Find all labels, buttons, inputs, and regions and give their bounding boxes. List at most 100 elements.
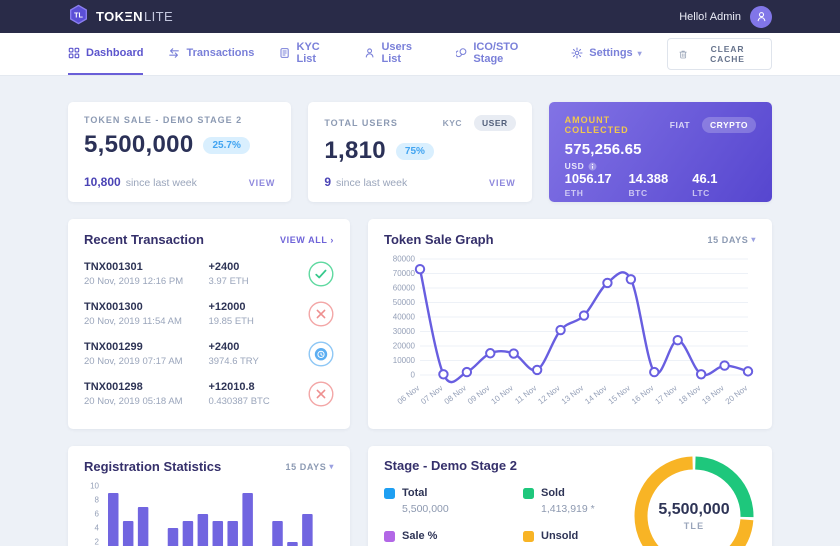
crypto-toggle[interactable]: CRYPTO	[702, 117, 756, 133]
transactions-title: Recent Transaction	[84, 232, 204, 247]
svg-text:17 Nov: 17 Nov	[653, 383, 679, 406]
transaction-amount: +12000	[208, 301, 246, 313]
svg-text:10: 10	[90, 482, 99, 491]
sold-swatch	[523, 487, 534, 499]
svg-text:8: 8	[95, 496, 100, 505]
donut-chart-svg	[634, 456, 754, 546]
success-icon	[308, 261, 334, 287]
token-sale-graph-card: Token Sale Graph 15 DAYS ▾ 0 10000 20000 30…	[368, 219, 772, 429]
transaction-date: 20 Nov, 2019 05:18 AM	[84, 396, 183, 407]
transactions-list: TNX001301 20 Nov, 2019 12:16 PM +2400 3.97 …	[84, 261, 334, 407]
token-sale-value: 5,500,000	[84, 131, 194, 158]
svg-text:12 Nov: 12 Nov	[536, 383, 562, 406]
transaction-id: TNX001299	[84, 341, 143, 353]
user-toggle[interactable]: USER	[474, 115, 516, 131]
pending-icon	[308, 341, 334, 367]
tab-label: ICO/STO Stage	[473, 41, 519, 65]
svg-text:15 Nov: 15 Nov	[607, 383, 633, 406]
svg-text:06 Nov: 06 Nov	[396, 383, 422, 406]
tab-kyc-list[interactable]: KYC List	[279, 33, 339, 75]
amount-collected-value: 575,256.65	[564, 141, 642, 158]
tab-settings[interactable]: Settings ▾	[571, 33, 642, 75]
transaction-amount: +12010.8	[208, 381, 255, 393]
svg-text:6: 6	[95, 510, 100, 519]
tab-transactions[interactable]: Transactions	[168, 33, 254, 75]
kyc-list-icon	[280, 48, 290, 58]
transaction-id: TNX001300	[84, 301, 143, 313]
clear-cache-button[interactable]: CLEAR CACHE	[666, 38, 773, 70]
svg-text:20 Nov: 20 Nov	[724, 383, 750, 406]
transaction-row[interactable]: TNX001299 20 Nov, 2019 07:17 AM +2400 3974.…	[84, 341, 334, 367]
token-sale-line-chart: 0 10000 20000 30000 40000 50000 60000 70000 8000…	[384, 253, 756, 424]
transaction-id: TNX001301	[84, 261, 143, 273]
svg-text:40000: 40000	[393, 313, 416, 322]
token-sale-delta: 10,800	[84, 175, 121, 189]
tokenlite-logo-icon: TL	[68, 4, 89, 30]
svg-text:70000: 70000	[393, 269, 416, 278]
legend-label: Total	[402, 487, 428, 499]
brand-name-light: LITE	[143, 9, 174, 24]
range-label: 15 DAYS	[707, 234, 749, 245]
eth-label: ETH	[564, 188, 584, 198]
transaction-date: 20 Nov, 2019 07:17 AM	[84, 356, 183, 367]
ltc-value: 46.1	[692, 171, 718, 186]
total-users-delta: 9	[324, 175, 332, 189]
stage-donut-chart: 5,500,000 TLE	[630, 452, 758, 546]
amount-collected-card: AMOUNT COLLECTED FIAT CRYPTO 575,256.65 …	[548, 102, 772, 202]
avatar[interactable]	[750, 5, 772, 28]
chevron-down-icon: ▾	[751, 235, 756, 244]
transaction-row[interactable]: TNX001300 20 Nov, 2019 11:54 AM +12000 19.8…	[84, 301, 334, 327]
total-users-view-link[interactable]: VIEW	[489, 178, 516, 188]
token-sale-badge: 25.7%	[203, 136, 250, 154]
tab-ico-sto-stage[interactable]: ICO/STO Stage	[456, 33, 546, 75]
graph-range-dropdown[interactable]: 15 DAYS ▾	[707, 235, 756, 245]
line-chart-svg: 0 10000 20000 30000 40000 50000 60000 70000 8000…	[393, 255, 754, 406]
legend-label: Sale %	[402, 530, 438, 542]
info-icon[interactable]	[588, 162, 597, 171]
transaction-status-failed	[308, 301, 334, 327]
fiat-toggle[interactable]: FIAT	[669, 120, 691, 130]
legend-item-sale-pct: Sale % 25.7% Sold	[384, 530, 497, 546]
graph-title: Token Sale Graph	[384, 232, 494, 247]
transaction-row[interactable]: TNX001298 20 Nov, 2019 05:18 AM +12010.8 0.…	[84, 381, 334, 407]
greeting-text: Hello! Admin	[679, 10, 741, 23]
tab-dashboard[interactable]: Dashboard	[68, 33, 144, 75]
eth-value: 1056.17	[564, 171, 612, 186]
svg-text:08 Nov: 08 Nov	[443, 383, 469, 406]
view-all-link[interactable]: VIEW ALL ›	[280, 234, 334, 245]
transaction-status-success	[308, 261, 334, 287]
transactions-icon	[169, 48, 180, 58]
svg-text:13 Nov: 13 Nov	[560, 383, 586, 406]
legend-label: Sold	[541, 487, 565, 499]
registration-range-dropdown[interactable]: 15 DAYS ▾	[285, 462, 334, 472]
tab-label: Users List	[381, 41, 413, 65]
btc-value: 14.388	[628, 171, 669, 186]
svg-text:16 Nov: 16 Nov	[630, 383, 656, 406]
brand-logo[interactable]: TL TOKΞN LITE	[68, 4, 173, 30]
svg-text:07 Nov: 07 Nov	[419, 383, 445, 406]
failed-icon	[308, 381, 334, 407]
total-users-card: TOTAL USERS KYC USER 1,810 75% 9 since l…	[308, 102, 532, 202]
transaction-date: 20 Nov, 2019 12:16 PM	[84, 276, 184, 287]
transaction-equivalent: 3974.6 TRY	[208, 356, 259, 367]
brand-name-bold: TOKΞN	[96, 9, 143, 24]
transaction-row[interactable]: TNX001301 20 Nov, 2019 12:16 PM +2400 3.97 …	[84, 261, 334, 287]
recent-transactions-card: Recent Transaction VIEW ALL › TNX001301 2…	[68, 219, 350, 429]
tab-label: Transactions	[186, 47, 255, 59]
ico-sto-icon	[456, 48, 467, 58]
svg-text:50000: 50000	[393, 298, 416, 307]
svg-text:20000: 20000	[393, 342, 416, 351]
svg-text:0: 0	[411, 371, 416, 380]
tab-users-list[interactable]: Users List	[364, 33, 431, 75]
kyc-toggle[interactable]: KYC	[442, 118, 463, 128]
stats-row: TOKEN SALE - DEMO STAGE 2 5,500,000 25.7…	[68, 102, 772, 202]
legend-label: Unsold	[541, 530, 579, 542]
svg-text:2: 2	[95, 538, 100, 546]
token-sale-card: TOKEN SALE - DEMO STAGE 2 5,500,000 25.7…	[68, 102, 292, 202]
svg-text:10 Nov: 10 Nov	[489, 383, 515, 406]
legend-item-total: Total 5,500,000	[384, 487, 497, 515]
dashboard-icon	[68, 47, 80, 59]
range-label: 15 DAYS	[285, 461, 327, 472]
coin-ltc: 46.1 LTC	[692, 171, 756, 198]
token-sale-view-link[interactable]: VIEW	[248, 178, 276, 188]
